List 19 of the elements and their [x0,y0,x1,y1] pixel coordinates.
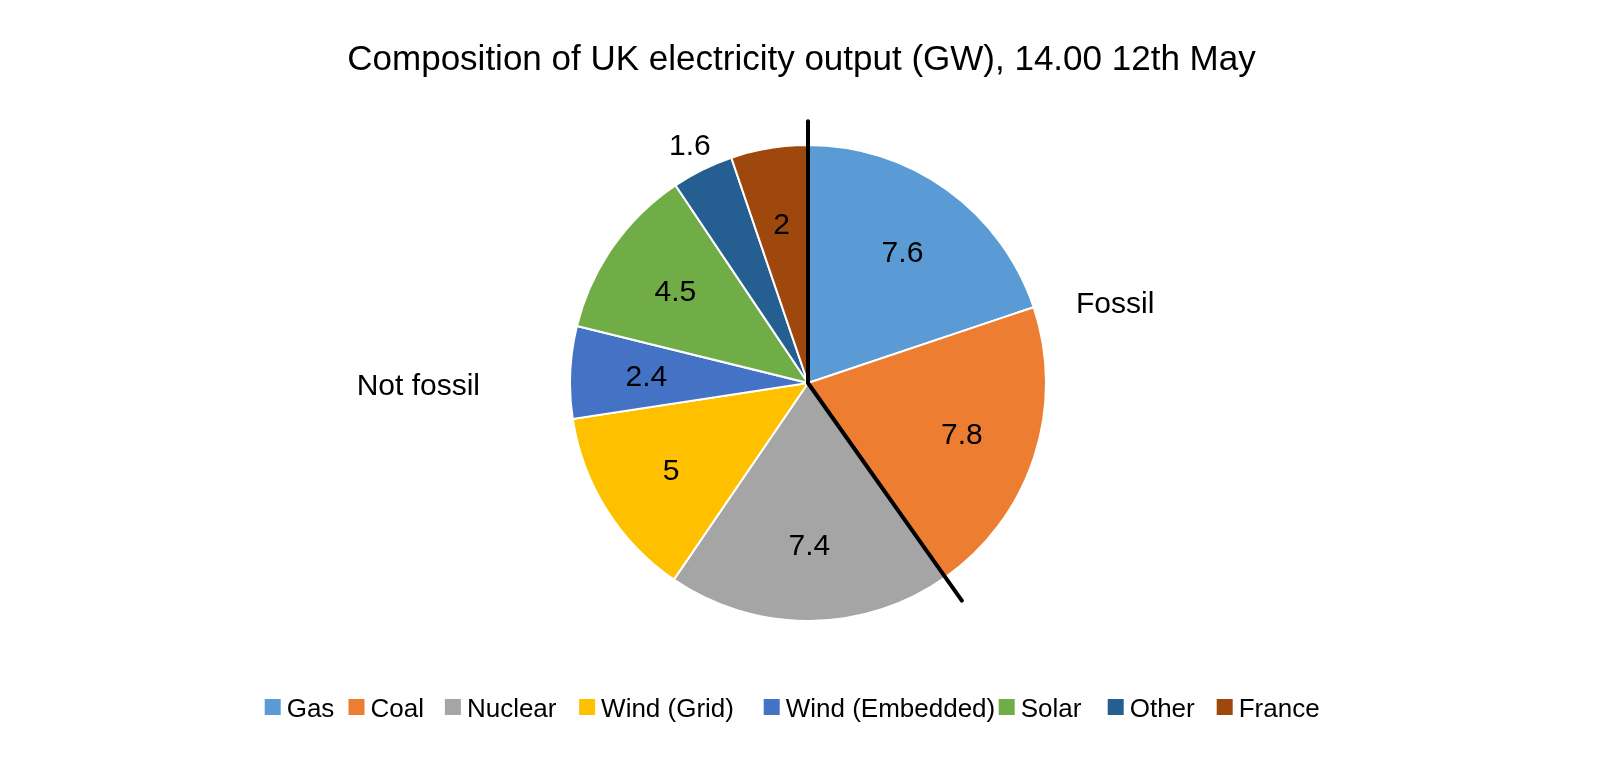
text: Not fossil [356,368,480,401]
data-label: 7.6 [881,235,924,269]
data-label: 2 [773,206,790,240]
data-label: 1.6 [668,127,711,161]
legend-label: Nuclear [466,693,557,723]
legend-label: Wind (Embedded) [785,693,996,723]
data-label: 4.5 [654,273,697,307]
legend-label: Solar [1020,693,1082,723]
data-label: 5 [662,452,680,486]
data-label: 2.4 [625,359,668,393]
legend-label: Coal [370,693,424,723]
legend-label: Wind (Grid) [601,693,735,723]
legend-label: Other [1129,693,1196,723]
legend-label: Gas [286,693,335,723]
text: Fossil [1076,286,1155,319]
chart-title: Composition of UK electricity output (GW), 14.00 12th May [347,38,1257,77]
data-label: 7.4 [788,528,831,562]
legend-label: France [1238,693,1320,723]
data-label: 7.8 [940,416,983,450]
